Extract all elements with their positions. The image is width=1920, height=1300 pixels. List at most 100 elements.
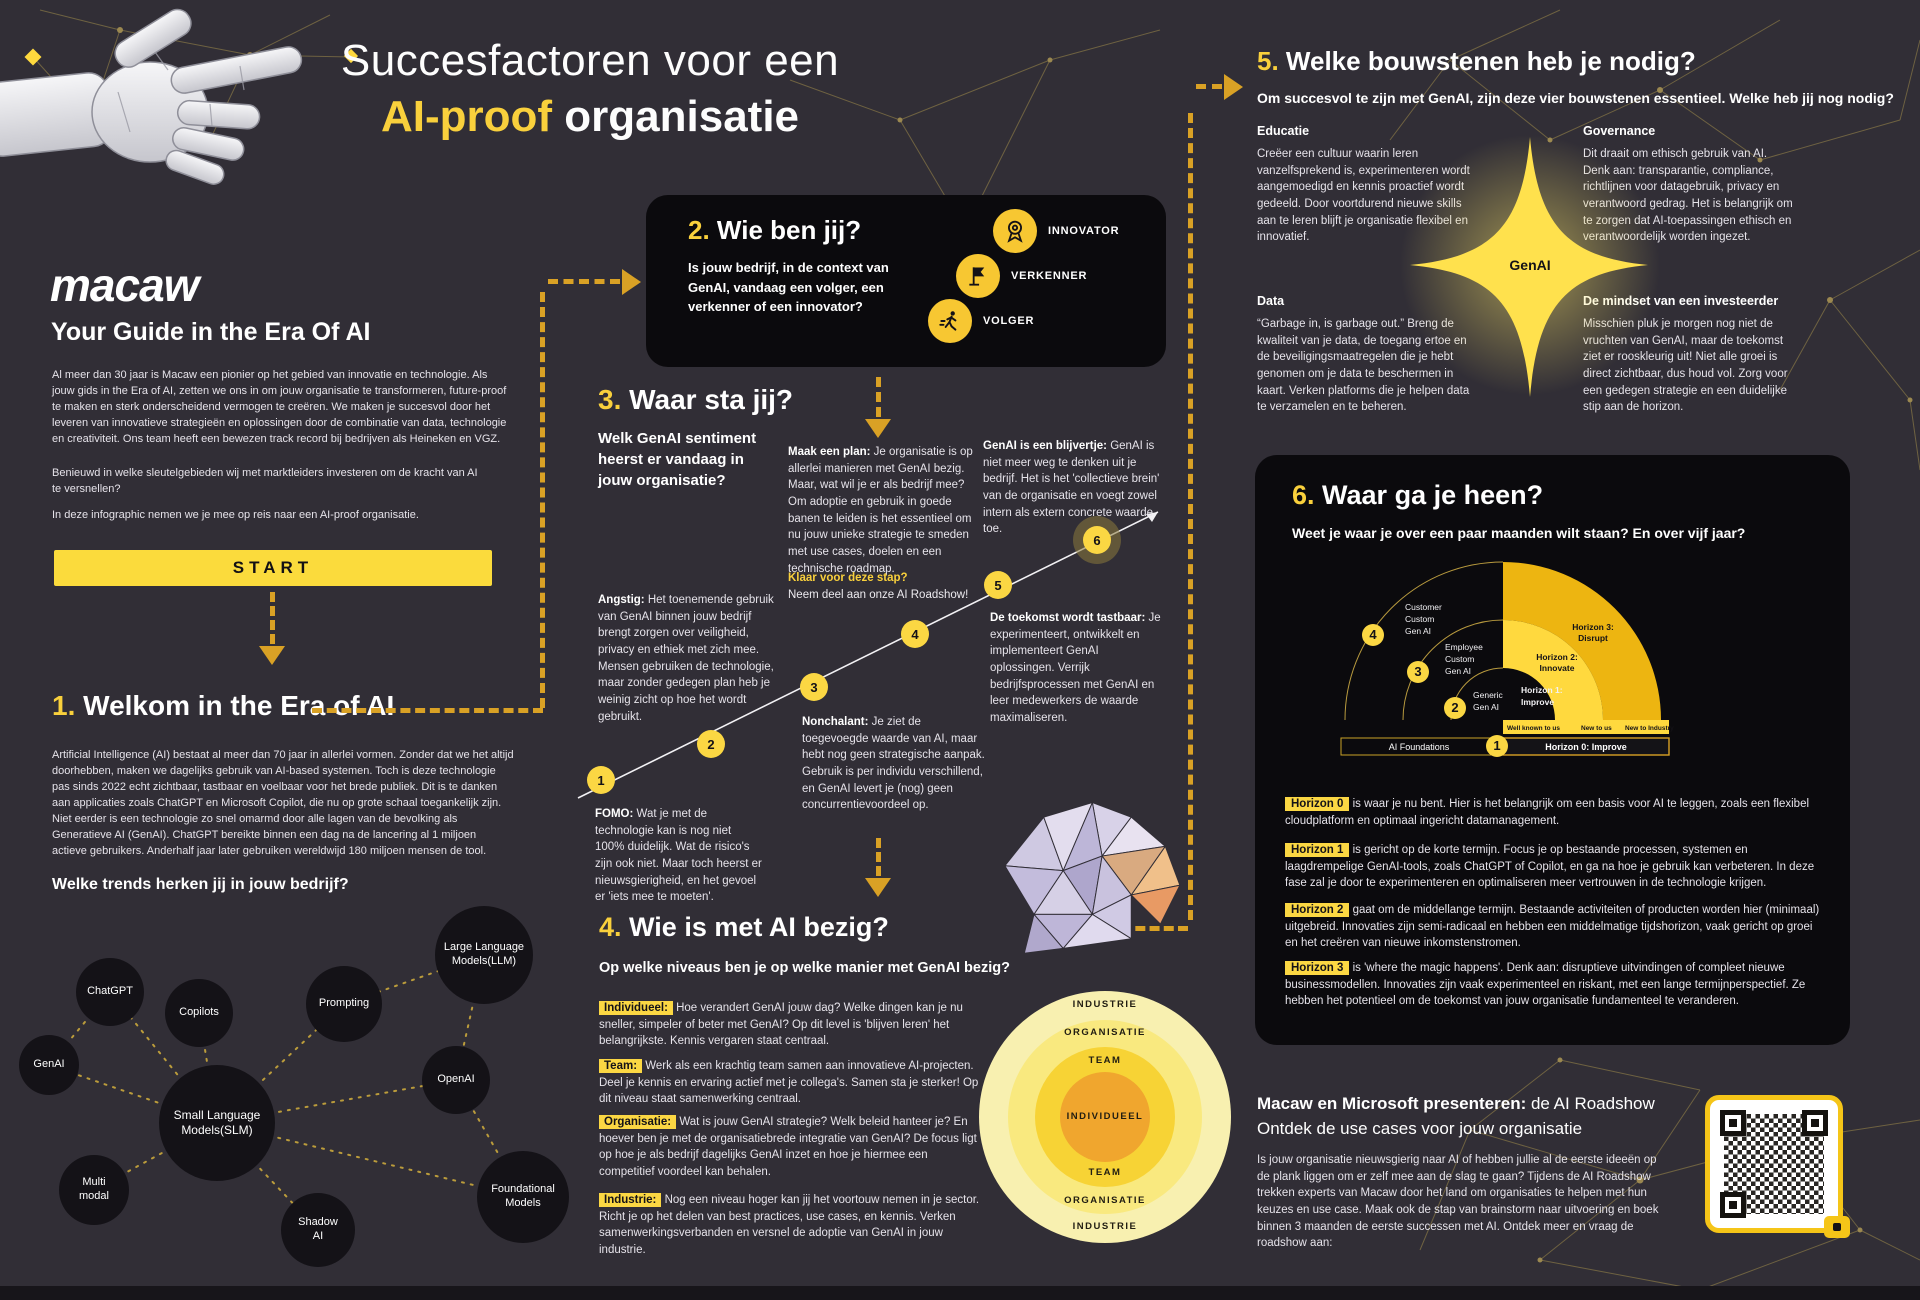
level-organisatie: Organisatie: Wat is jouw GenAI strategie… bbox=[599, 1115, 977, 1179]
flow-line-section3-down bbox=[876, 838, 881, 876]
section4-subtitle: Op welke niveaus ben je op welke manier … bbox=[599, 960, 1010, 976]
flow-arrow-into-section2 bbox=[622, 269, 641, 295]
robot-hand-image bbox=[0, 8, 303, 185]
section3-title: Waar sta jij? bbox=[629, 384, 794, 415]
section3-number: 3. bbox=[598, 384, 622, 415]
ring-label-organisatie-top: ORGANISATIE bbox=[1064, 1027, 1146, 1038]
level-industrie: Industrie: Nog een niveau hoger kan jij … bbox=[599, 1193, 980, 1257]
section2-title: Wie ben jij? bbox=[716, 215, 862, 245]
generic-label-1: Generic bbox=[1473, 690, 1504, 700]
axis-new-to-industry: New to Industry bbox=[1625, 725, 1674, 732]
innovator-badge bbox=[993, 209, 1037, 253]
trend-bubble-openai: OpenAI bbox=[422, 1046, 490, 1114]
flow-line-section2-down bbox=[876, 377, 881, 417]
levels-rings-diagram: INDUSTRIE ORGANISATIE TEAM INDIVIDUEEL T… bbox=[979, 991, 1231, 1243]
horizon0-label: Horizon 0: Improve bbox=[1545, 742, 1627, 752]
trend-bubble-shadow-ai: Shadow AI bbox=[281, 1193, 355, 1267]
horizon2-label-2: Innovate bbox=[1540, 663, 1575, 673]
horizons-diagram: Well known to us New to us New to Indust… bbox=[1340, 561, 1674, 757]
flow-line-section1-right bbox=[312, 708, 543, 713]
sentiment-step-3: 3 bbox=[810, 680, 817, 695]
intro-paragraph-2: Benieuwd in welke sleutelgebieden wij me… bbox=[52, 467, 478, 495]
section6-heading: 6. Waar ga je heen? bbox=[1292, 480, 1543, 511]
macaw-logo: macaw bbox=[50, 259, 199, 311]
section1-number: 1. bbox=[52, 690, 76, 721]
horizon3-label-2: Disrupt bbox=[1578, 633, 1608, 643]
customer-label-3: Gen AI bbox=[1405, 626, 1431, 636]
flow-arrow-section3-down bbox=[865, 878, 891, 897]
level-individueel: Individueel: Hoe verandert GenAI jouw da… bbox=[599, 1001, 963, 1048]
medal-icon bbox=[1007, 220, 1023, 243]
ring-label-industrie-bottom: INDUSTRIE bbox=[1072, 1221, 1138, 1232]
flow-arrow-into-section5 bbox=[1224, 74, 1243, 100]
flow-arrow-start-down bbox=[259, 646, 285, 665]
genai-star-label: GenAI bbox=[1509, 257, 1550, 273]
sentiment-nonchalant: Nonchalant: Je ziet de toegevoegde waard… bbox=[802, 716, 985, 812]
employee-label-2: Custom bbox=[1445, 654, 1474, 664]
poster-title-line2: AI-proof organisatie bbox=[340, 92, 840, 142]
section5-heading: 5. Welke bouwstenen heb je nodig? bbox=[1257, 46, 1696, 77]
section3-heading: 3. Waar sta jij? bbox=[598, 384, 793, 416]
section2-number: 2. bbox=[688, 215, 710, 245]
sentiment-fomo: FOMO: Wat je met de technologie kan is n… bbox=[595, 808, 762, 904]
section4-heading: 4. Wie is met AI bezig? bbox=[599, 912, 889, 943]
footer-heading: Macaw en Microsoft presenteren: de AI Ro… bbox=[1257, 1094, 1655, 1138]
trend-bubble-llm: Large Language Models(LLM) bbox=[435, 906, 533, 1004]
section4-number: 4. bbox=[599, 912, 622, 942]
ring-label-team-top: TEAM bbox=[1088, 1055, 1122, 1066]
poster-title: Succesfactoren voor een AI-proof organis… bbox=[340, 36, 840, 142]
horizon-step-2: 2 bbox=[1451, 700, 1458, 715]
horizon2-paragraph: Horizon 2 gaat om de middellange termijn… bbox=[1285, 903, 1820, 950]
section5-number: 5. bbox=[1257, 46, 1279, 76]
horizon1-label-2: Improve bbox=[1521, 697, 1554, 707]
section2-heading: 2. Wie ben jij? bbox=[688, 215, 861, 246]
trend-bubble-slm: Small Language Models(SLM) bbox=[159, 1065, 275, 1181]
flow-line-into-section5 bbox=[1196, 84, 1222, 89]
section6-title: Waar ga je heen? bbox=[1322, 480, 1544, 510]
horizon1-paragraph: Horizon 1 is gericht op de korte termijn… bbox=[1285, 843, 1815, 890]
block-educatie: Educatie Creëer een cultuur waarin leren… bbox=[1257, 124, 1470, 244]
genai-star: GenAI bbox=[1400, 135, 1660, 397]
trend-bubble-multimodal: Multi modal bbox=[59, 1155, 129, 1225]
poster-bottom-edge bbox=[0, 1286, 1920, 1300]
poster-title-line1: Succesfactoren voor een bbox=[340, 36, 840, 85]
horizon-step-3: 3 bbox=[1414, 664, 1421, 679]
horizon2-label-1: Horizon 2: bbox=[1536, 652, 1578, 662]
horizon-step-1: 1 bbox=[1493, 738, 1500, 753]
flow-line-right-vertical bbox=[1188, 113, 1193, 920]
section1-heading: 1. Welkom in the Era of AI bbox=[52, 690, 394, 722]
section2-panel bbox=[646, 195, 1166, 367]
qr-finder-bottom-left bbox=[1720, 1192, 1746, 1218]
customer-label-1: Customer bbox=[1405, 602, 1442, 612]
section5-subtitle: Om succesvol te zijn met GenAI, zijn dez… bbox=[1257, 90, 1894, 106]
ai-foundations-label: AI Foundations bbox=[1389, 742, 1450, 752]
section6-subtitle: Weet je waar je over een paar maanden wi… bbox=[1292, 525, 1746, 541]
trend-bubble-foundational: Foundational Models bbox=[477, 1151, 569, 1243]
section4-title: Wie is met AI bezig? bbox=[629, 912, 889, 942]
qr-finder-top-left bbox=[1720, 1110, 1746, 1136]
footer-subheading: Ontdek de use cases voor jouw organisati… bbox=[1257, 1118, 1583, 1138]
section1-title: Welkom in the Era of AI bbox=[83, 690, 395, 721]
horizon-step-4: 4 bbox=[1369, 627, 1377, 642]
start-button[interactable]: START bbox=[54, 550, 492, 586]
horizon3-paragraph: Horizon 3 is 'where the magic happens'. … bbox=[1285, 961, 1806, 1008]
trend-bubble-genai: GenAI bbox=[19, 1035, 79, 1095]
horizon0-paragraph: Horizon 0 is waar je nu bent. Hier is he… bbox=[1285, 797, 1810, 827]
axis-well-known: Well known to us bbox=[1507, 725, 1560, 732]
verkenner-label: VERKENNER bbox=[1011, 270, 1088, 282]
sentiment-step-6: 6 bbox=[1093, 533, 1100, 548]
ring-label-industrie-top: INDUSTRIE bbox=[1072, 999, 1138, 1010]
axis-new-to-us: New to us bbox=[1581, 725, 1612, 732]
qr-code[interactable] bbox=[1705, 1095, 1850, 1238]
horizon3-label-1: Horizon 3: bbox=[1572, 622, 1614, 632]
section1-question: Welke trends herken jij in jouw bedrijf? bbox=[52, 876, 349, 893]
sentiment-maak-plan-cta: Klaar voor deze stap? Neem deel aan onze… bbox=[788, 572, 969, 601]
sentiment-toekomst: De toekomst wordt tastbaar: Je experimen… bbox=[990, 612, 1161, 725]
sentiment-angstig: Angstig: Het toenemende gebruik van GenA… bbox=[598, 594, 774, 723]
flag-icon bbox=[969, 267, 985, 286]
sentiment-step-5: 5 bbox=[994, 578, 1001, 593]
volger-badge bbox=[928, 299, 972, 343]
brain-image bbox=[1003, 800, 1181, 954]
sentiment-step-4: 4 bbox=[911, 627, 919, 642]
